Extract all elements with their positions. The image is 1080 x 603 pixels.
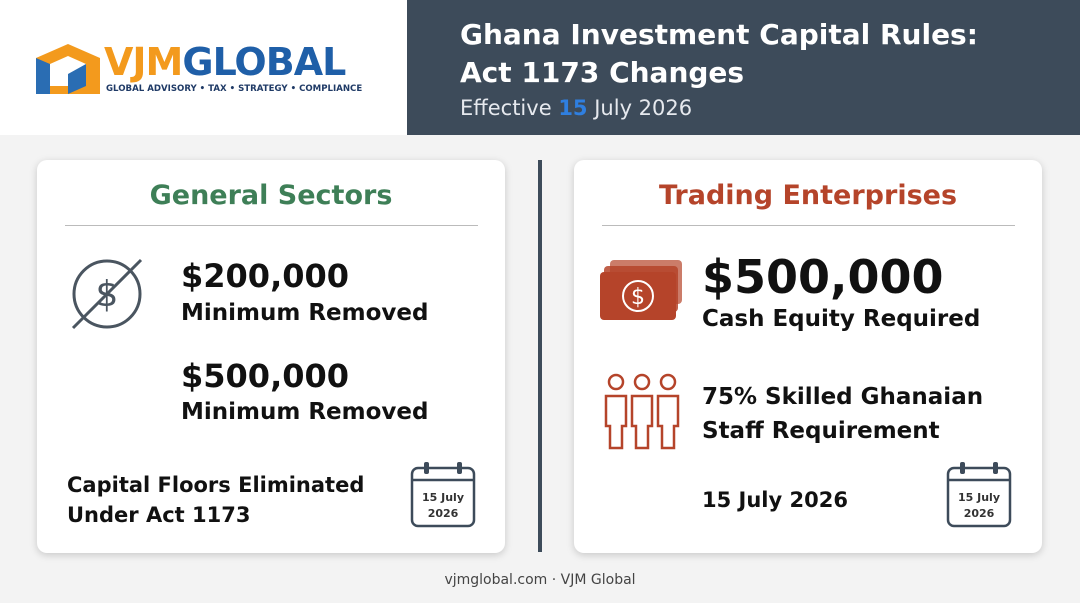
amount: $200,000 — [181, 257, 350, 295]
people-icon — [604, 373, 680, 450]
footer-line: Under Act 1173 — [67, 503, 251, 527]
subtitle-suffix: July 2026 — [594, 96, 693, 120]
right-card: Trading Enterprises $ $500,000 Cash Equi… — [574, 160, 1042, 553]
no-dollar-icon: $ — [71, 258, 143, 330]
amount: $500,000 — [181, 357, 350, 395]
staff-line: 75% Skilled Ghanaian — [702, 384, 984, 410]
divider — [602, 225, 1015, 226]
money-icon: $ — [600, 260, 682, 320]
date: 15 July 2026 — [702, 488, 848, 512]
calendar-icon — [946, 462, 1012, 528]
calendar-year: 2026 — [427, 507, 459, 520]
card-title: General Sectors — [149, 180, 393, 211]
center-divider — [538, 160, 542, 552]
logo-icon — [36, 44, 100, 94]
brand-b: GLOBAL — [182, 40, 346, 84]
staff-line: Staff Requirement — [702, 418, 940, 444]
footer-line: Capital Floors Eliminated — [67, 473, 365, 497]
subtitle-highlight: 15 — [558, 96, 588, 120]
card-title: Trading Enterprises — [658, 180, 958, 211]
amount-note: Minimum Removed — [181, 399, 429, 425]
staff-text: 75% Skilled Ghanaian Staff Requirement — [702, 380, 983, 448]
subtitle: Effective 15 July 2026 — [460, 96, 692, 120]
header: Ghana Investment Capital Rules: Act 1173… — [407, 0, 1080, 135]
amount-note: Cash Equity Required — [702, 306, 981, 332]
calendar-day: 15 July — [421, 491, 464, 504]
amount: $500,000 — [702, 250, 944, 304]
calendar-day: 15 July — [957, 491, 1000, 504]
title-line: Act 1173 Changes — [460, 56, 745, 89]
brand: VJMGLOBAL — [104, 40, 346, 84]
card-footer: Capital Floors Eliminated Under Act 1173 — [67, 470, 364, 530]
brand-a: VJM — [104, 40, 183, 84]
amount-note: Minimum Removed — [181, 300, 429, 326]
subtitle-prefix: Effective — [460, 96, 552, 120]
svg-text:$: $ — [631, 285, 645, 310]
calendar-year: 2026 — [963, 507, 995, 520]
header-title: Ghana Investment Capital Rules: Act 1173… — [460, 16, 978, 92]
calendar-icon — [410, 462, 476, 528]
logo-area: VJMGLOBAL GLOBAL ADVISORY • TAX • STRATE… — [0, 0, 407, 135]
page-footer: vjmglobal.com · VJM Global — [444, 572, 636, 588]
tagline: GLOBAL ADVISORY • TAX • STRATEGY • COMPL… — [106, 84, 363, 94]
left-card: General Sectors $ $200,000 Minimum Remov… — [37, 160, 505, 553]
divider — [65, 225, 478, 226]
title-line: Ghana Investment Capital Rules: — [460, 18, 978, 51]
